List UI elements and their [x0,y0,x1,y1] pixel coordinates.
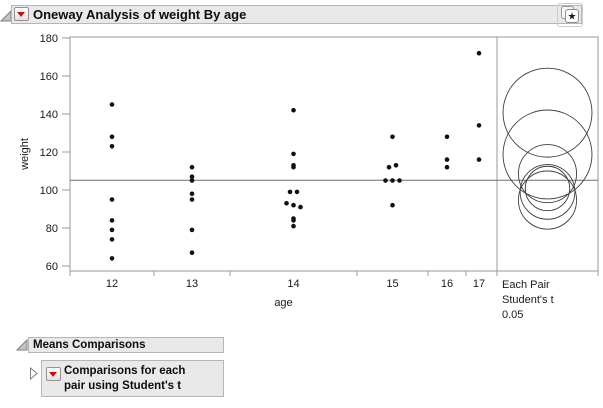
red-triangle-menu-button[interactable] [46,367,61,381]
comparison-circle[interactable] [502,109,593,200]
comparisons-student-t-label: Comparisons for each pair using Student'… [64,364,185,394]
red-triangle-icon [49,372,57,377]
data-point[interactable] [189,227,195,233]
means-comparisons-header: Means Comparisons [28,337,224,353]
comparison-legend-line: Student's t [502,294,554,306]
svg-text:★: ★ [568,12,577,23]
comparison-legend-line: Each Pair [502,279,550,291]
data-point[interactable] [287,189,293,195]
comparison-circle[interactable] [517,170,578,230]
data-point[interactable] [109,218,115,223]
data-point[interactable] [291,218,296,223]
open-triangle-glyph [15,338,28,351]
data-point[interactable] [109,237,115,242]
data-point[interactable] [109,197,115,202]
data-point[interactable] [386,164,392,170]
data-point[interactable] [189,164,195,170]
data-point[interactable] [291,107,296,113]
data-point[interactable] [291,223,296,229]
y-tick-label: 180 [40,33,58,45]
data-point[interactable] [109,134,115,140]
data-point[interactable] [291,164,296,170]
data-point[interactable] [383,178,388,183]
comparison-circle[interactable] [524,165,571,212]
report-title: Oneway Analysis of weight By age [33,7,247,22]
data-point[interactable] [397,178,402,183]
plot-frame [69,36,599,272]
x-tick-label: 14 [287,278,299,290]
data-point[interactable] [444,164,450,170]
x-axis-title: age [274,297,292,309]
data-point[interactable] [291,151,296,157]
data-point[interactable] [294,189,300,195]
x-tick-label: 17 [473,278,485,290]
red-triangle-menu-button[interactable] [14,7,29,21]
y-tick-label: 140 [40,109,58,121]
comparisons-label-line1: Comparisons for each [64,365,186,377]
data-point[interactable] [444,134,450,140]
y-tick-label: 120 [40,147,58,159]
y-tick-label: 80 [46,223,58,235]
data-point[interactable] [390,134,395,140]
x-tick-label: 13 [186,278,198,290]
data-point[interactable] [298,204,303,210]
disclosure-closed-icon[interactable] [29,366,41,381]
data-point[interactable] [393,163,399,168]
data-point[interactable] [109,227,115,233]
data-point[interactable] [291,202,296,208]
data-point[interactable] [109,102,115,107]
means-comparisons-title: Means Comparisons [33,339,146,351]
disclosure-open-icon[interactable] [15,338,28,351]
data-point[interactable] [189,174,195,179]
y-tick-label: 100 [40,185,58,197]
y-tick-label: 60 [46,261,58,273]
comparison-circle[interactable] [519,164,576,220]
comparison-circle[interactable] [502,67,593,158]
closed-triangle-glyph [30,366,38,381]
data-point[interactable] [284,201,289,206]
comparison-legend-line: 0.05 [502,309,523,321]
x-tick-label: 12 [106,278,118,290]
comparisons-student-t-header: Comparisons for each pair using Student'… [41,360,224,397]
data-point[interactable] [109,256,115,261]
data-point[interactable] [476,123,482,128]
data-point[interactable] [189,178,195,183]
data-point[interactable] [476,157,482,162]
y-axis-title: weight [19,138,31,171]
data-point[interactable] [189,197,195,202]
y-tick-label: 160 [40,71,58,83]
x-tick-label: 16 [441,278,453,290]
comparison-circle[interactable] [517,144,578,204]
data-point[interactable] [189,250,195,255]
red-triangle-icon [17,12,25,17]
data-point[interactable] [390,202,395,208]
window-star-icon[interactable]: ★ [557,3,583,27]
oneway-plot: 180 160 140 120 100 80 60 weight 12 13 14 15 16 17 age… [19,33,599,321]
report-title-bar: Oneway Analysis of weight By age ★ [11,3,583,27]
data-point[interactable] [189,191,195,197]
data-point[interactable] [444,157,450,162]
data-point[interactable] [476,50,482,56]
star-window-glyph: ★ [561,6,579,23]
comparisons-label-line2: pair using Student's t [64,380,182,392]
x-tick-label: 15 [386,278,398,290]
data-point[interactable] [390,178,395,183]
data-point[interactable] [109,144,115,149]
